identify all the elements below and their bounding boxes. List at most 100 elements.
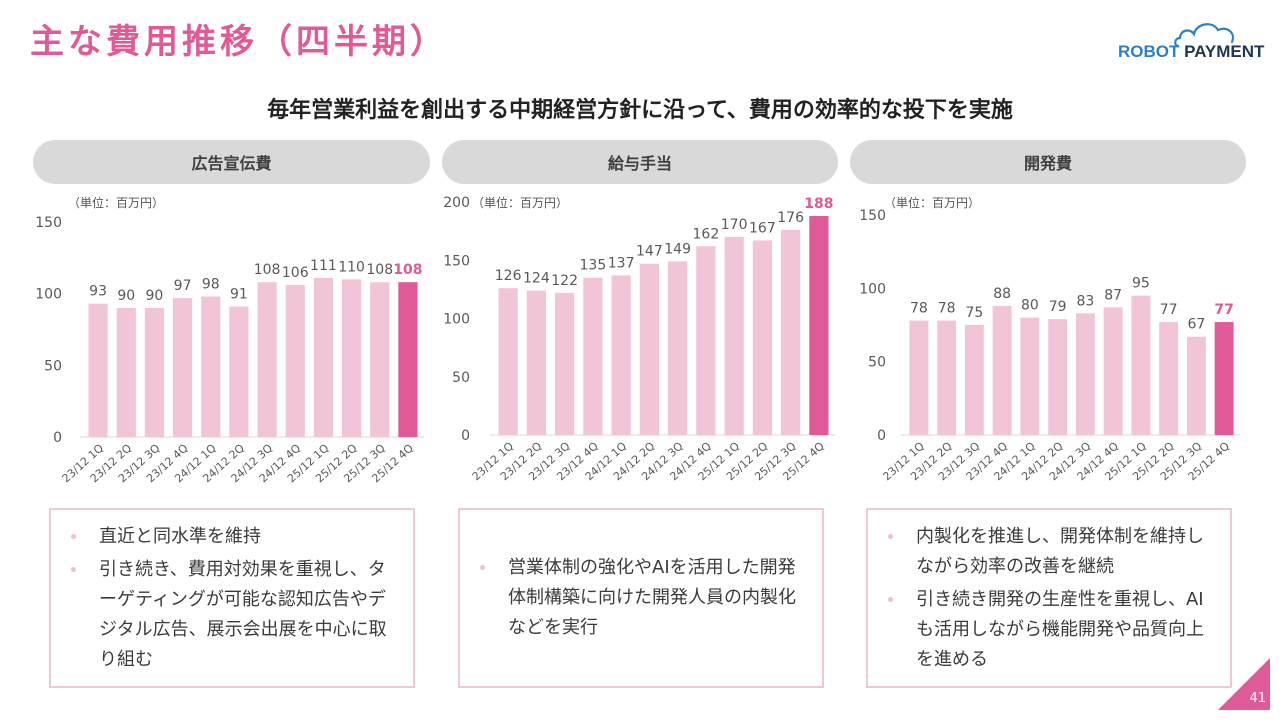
section-header-salaries: 給与手当: [442, 140, 838, 184]
data-label: 188: [804, 196, 833, 212]
unit-label: （単位：百万円）: [472, 195, 568, 210]
note-list: 内製化を推進し、開発体制を維持しながら効率の改善を継続 引き続き開発の生産性を重視…: [882, 519, 1216, 678]
bar: [696, 246, 716, 435]
logo-text: ROBOT PAYMENT: [1118, 42, 1265, 61]
data-label: 77: [1160, 302, 1178, 318]
data-label: 79: [1049, 299, 1067, 315]
note-list: 直近と同水準を維持 引き続き、費用対効果を重視し、ターゲティングが可能な認知広告や…: [65, 519, 399, 678]
y-tick-label: 50: [452, 370, 470, 386]
bar: [1103, 307, 1123, 435]
data-label: 149: [664, 241, 691, 257]
data-label: 170: [721, 217, 748, 233]
data-label: 91: [230, 287, 248, 303]
bar: [1048, 319, 1068, 435]
data-label: 78: [938, 301, 956, 317]
bar: [88, 303, 108, 437]
data-label: 75: [965, 305, 983, 321]
data-label: 106: [282, 265, 309, 281]
bullet-dot-icon: [480, 565, 485, 570]
bar: [752, 240, 772, 435]
data-label: 111: [310, 258, 337, 274]
y-tick-label: 100: [859, 281, 886, 297]
y-tick-label: 100: [443, 312, 470, 328]
y-tick-label: 0: [53, 430, 62, 446]
bar: [992, 305, 1012, 435]
bullet-dot-icon: [888, 533, 893, 539]
data-label: 124: [523, 271, 550, 287]
data-label: 147: [636, 244, 663, 260]
y-tick-label: 50: [868, 355, 886, 371]
note-box-salaries: 営業体制の強化やAIを活用した開発体制構築に向けた開発人員の内製化などを実行: [458, 508, 824, 688]
bar-highlight: [809, 215, 829, 435]
y-tick-label: 50: [44, 358, 62, 374]
bar: [116, 308, 136, 437]
bar: [229, 306, 249, 437]
data-label: 83: [1076, 293, 1094, 309]
data-label: 176: [777, 210, 804, 226]
bar: [313, 277, 333, 437]
bar: [526, 290, 546, 435]
bar: [1020, 317, 1040, 435]
data-label: 135: [580, 258, 607, 274]
bar: [583, 277, 603, 435]
note-box-development: 内製化を推進し、開発体制を維持しながら効率の改善を継続 引き続き開発の生産性を重視…: [866, 508, 1232, 688]
data-label: 108: [393, 262, 422, 278]
page-subtitle: 毎年営業利益を創出する中期経営方針に沿って、費用の効率的な投下を実施: [267, 98, 1013, 123]
data-label: 122: [551, 273, 578, 289]
bar: [285, 285, 305, 437]
note-bullet: 営業体制の強化やAIを活用した開発体制構築に向けた開発人員の内製化などを実行: [474, 553, 808, 643]
data-label: 108: [366, 262, 393, 278]
bar: [724, 236, 744, 435]
bullet-dot-icon: [888, 596, 893, 602]
data-label: 162: [693, 226, 720, 242]
bar: [257, 282, 277, 437]
section-header-advertising: 広告宣伝費: [33, 140, 430, 184]
page-title: 主な費用推移（四半期）: [30, 22, 448, 62]
robot-payment-logo: ROBOT PAYMENT: [1112, 18, 1265, 68]
data-label: 93: [89, 284, 107, 300]
data-label: 98: [202, 277, 220, 293]
data-label: 88: [993, 286, 1011, 302]
bar: [144, 308, 164, 437]
bar: [1159, 322, 1179, 435]
data-label: 167: [749, 220, 776, 236]
bar: [1075, 313, 1095, 435]
page-corner-triangle: [1218, 658, 1270, 710]
y-tick-label: 0: [877, 428, 886, 444]
bar: [1131, 295, 1151, 435]
note-list: 営業体制の強化やAIを活用した開発体制構築に向けた開発人員の内製化などを実行: [474, 550, 808, 646]
note-bullet: 引き続き、費用対効果を重視し、ターゲティングが可能な認知広告やデジタル広告、展示…: [65, 555, 399, 675]
cloud-icon: [1174, 23, 1234, 48]
data-label: 67: [1187, 317, 1205, 333]
bar: [937, 320, 957, 435]
note-bullet: 引き続き開発の生産性を重視し、AIも活用しながら機能開発や品質向上を進める: [882, 585, 1216, 675]
page-number: 41: [1249, 691, 1266, 706]
section-header-development: 開発費: [850, 140, 1246, 184]
data-label: 97: [174, 278, 192, 294]
bar: [964, 325, 984, 435]
bullet-dot-icon: [71, 533, 76, 539]
data-label: 87: [1104, 287, 1122, 303]
unit-label: （単位：百万円）: [68, 195, 164, 210]
note-box-advertising: 直近と同水準を維持 引き続き、費用対効果を重視し、ターゲティングが可能な認知広告や…: [49, 508, 415, 688]
unit-label: （単位：百万円）: [884, 195, 980, 210]
bar-highlight: [1214, 322, 1234, 435]
note-bullet: 直近と同水準を維持: [65, 522, 399, 552]
y-tick-label: 100: [35, 287, 62, 303]
data-label: 90: [146, 288, 164, 304]
data-label: 137: [608, 255, 635, 271]
bar: [1186, 336, 1206, 435]
y-tick-label: 150: [859, 208, 886, 224]
bar-highlight: [398, 282, 418, 437]
data-label: 80: [1021, 298, 1039, 314]
data-label: 95: [1132, 276, 1150, 292]
bar: [611, 275, 631, 435]
y-tick-label: 0: [461, 428, 470, 444]
bar: [909, 320, 929, 435]
bar: [639, 263, 659, 435]
data-label: 126: [495, 268, 522, 284]
bar: [498, 288, 518, 435]
y-tick-label: 150: [35, 215, 62, 231]
bullet-dot-icon: [71, 566, 76, 572]
